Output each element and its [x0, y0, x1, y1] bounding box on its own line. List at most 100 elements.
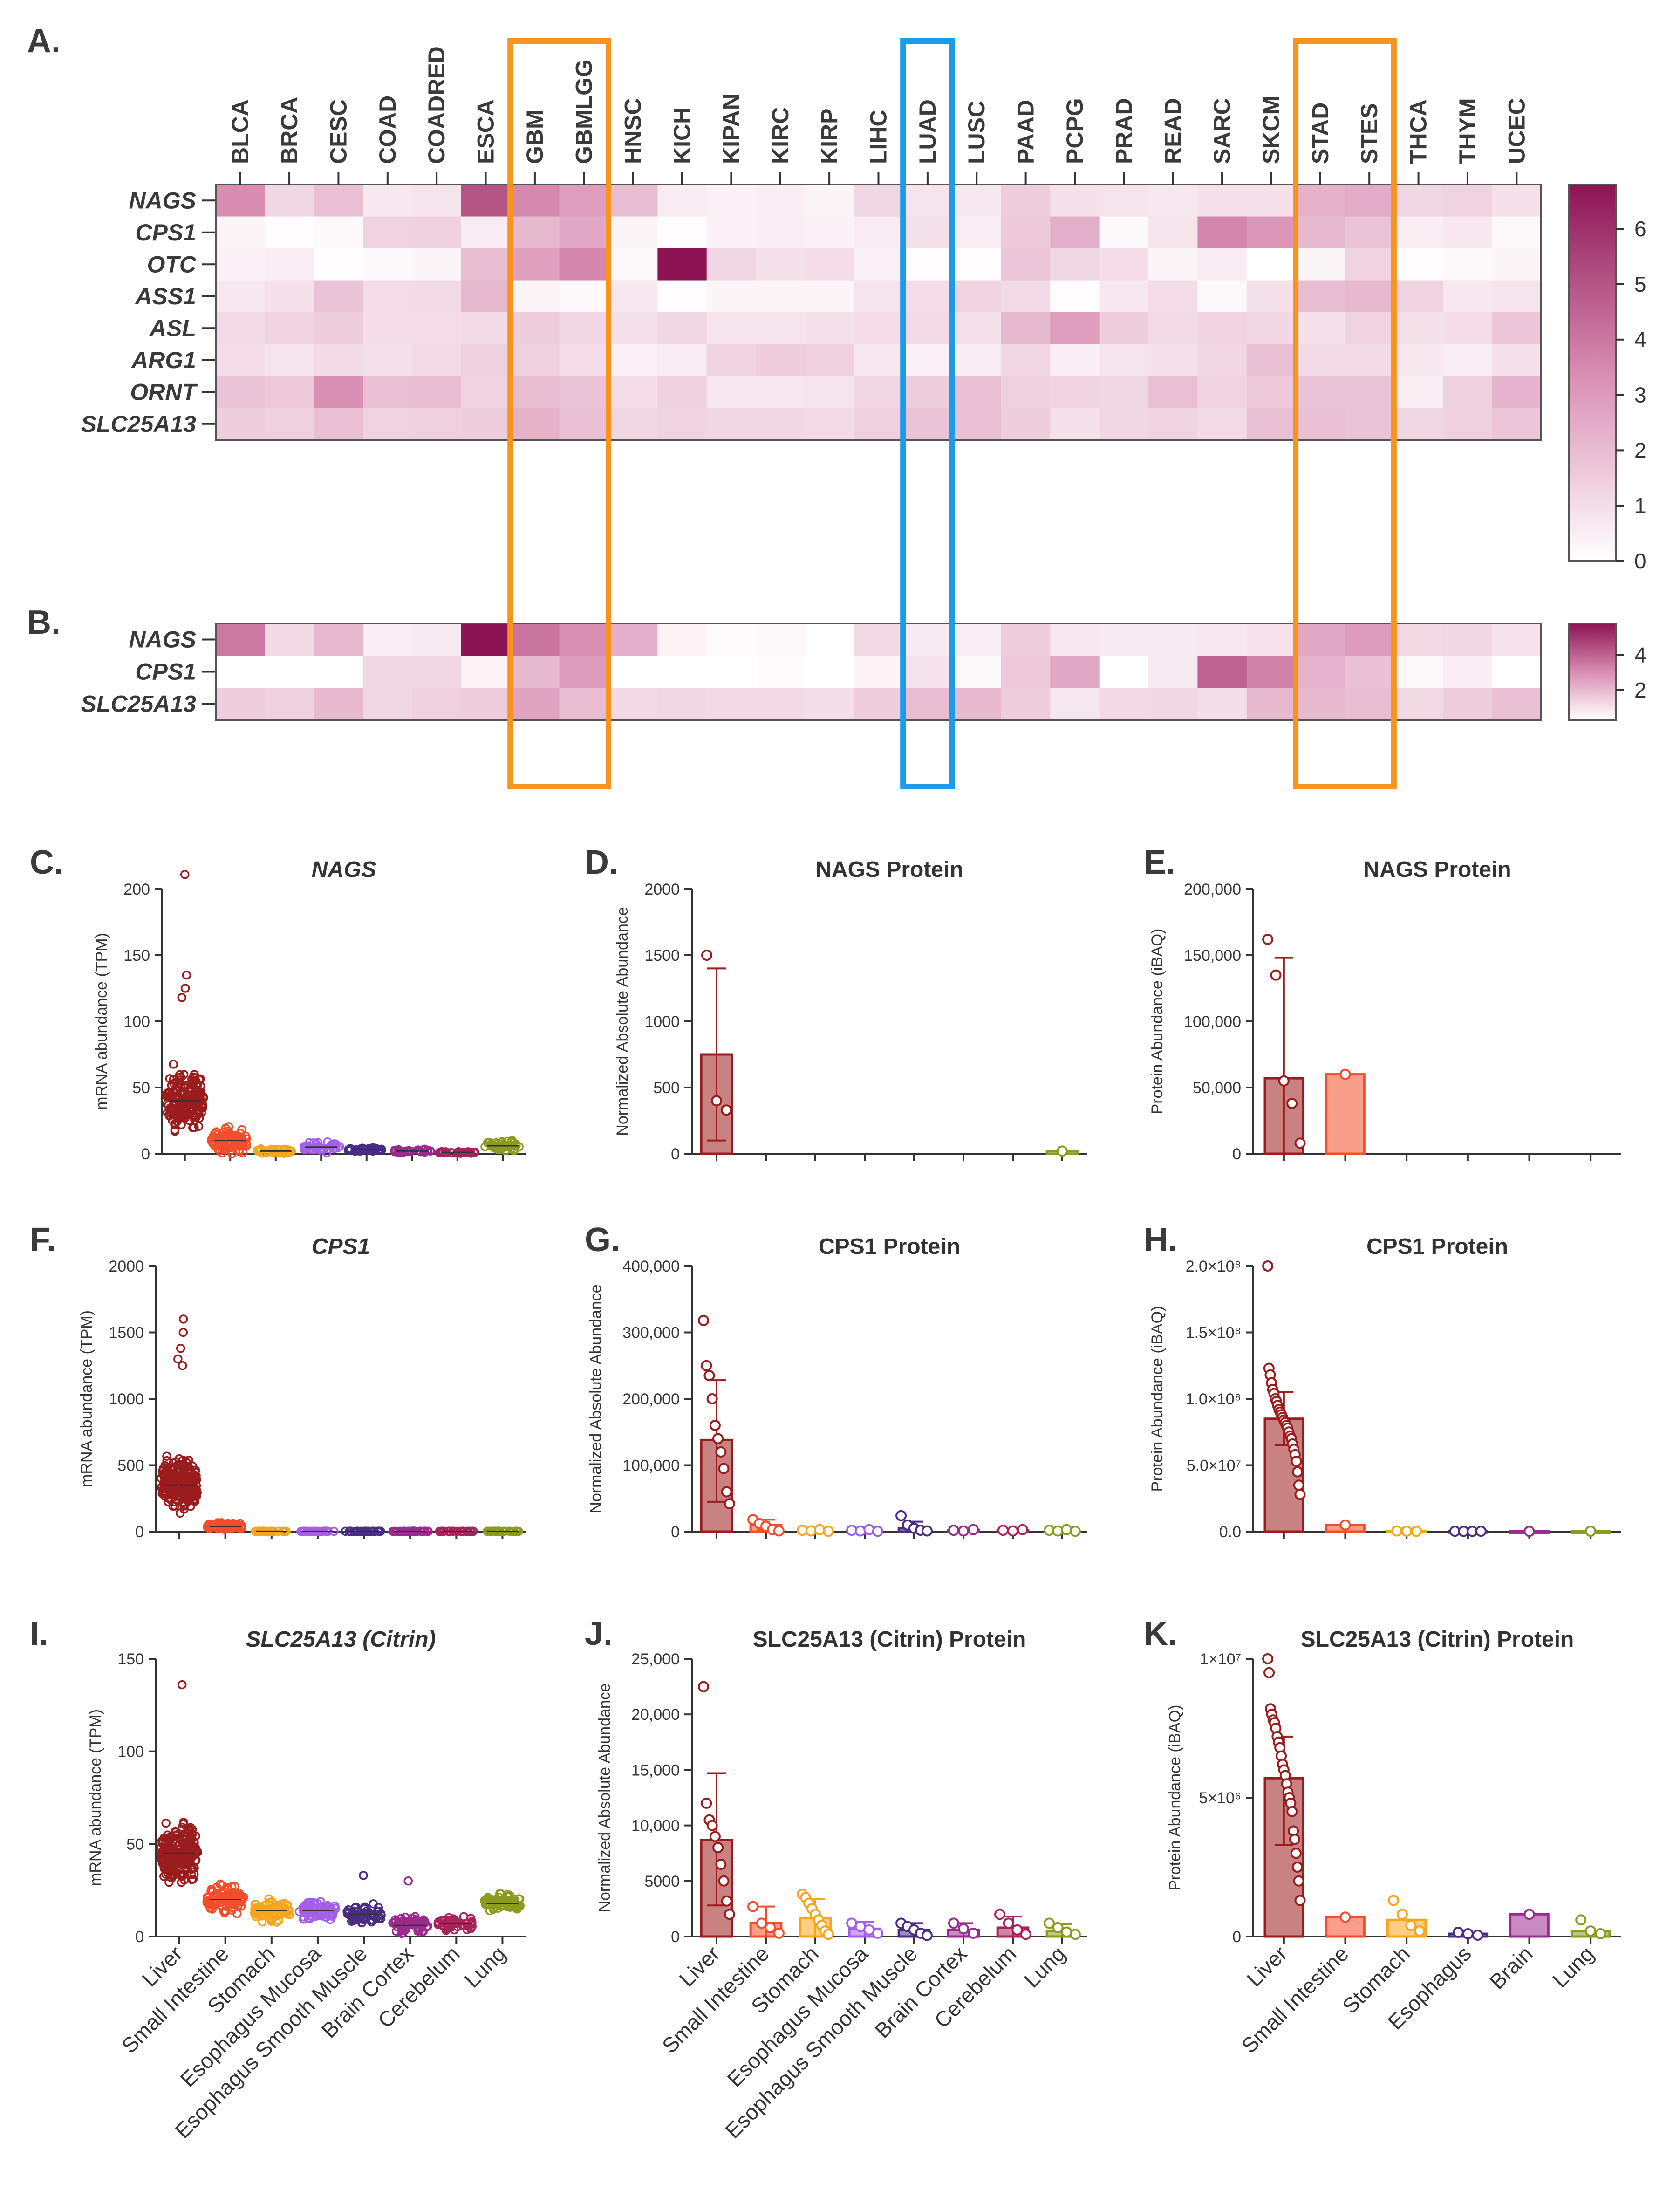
heatmap-cell	[314, 656, 363, 688]
data-point	[165, 1074, 175, 1083]
row-label-nags: NAGS	[129, 627, 196, 653]
heatmap-cell	[608, 408, 658, 440]
data-point	[1292, 1466, 1304, 1478]
row-label-cps1: CPS1	[135, 219, 196, 246]
heatmap-layer: A. NAGS CPS1 OTC ASS1 ASL ARG1 ORNT SLC25A13 B. NA…	[27, 22, 1646, 789]
data-point	[994, 1909, 1006, 1920]
heatmap-cell	[216, 185, 265, 217]
highlight-box-gbm	[507, 38, 611, 789]
heatmap-cell	[314, 216, 363, 249]
data-point	[1339, 1519, 1351, 1531]
heatmap-cell	[608, 344, 658, 376]
plot-title: NAGS Protein	[815, 857, 963, 882]
data-point	[187, 1847, 197, 1856]
colorbar-bar	[1568, 184, 1617, 562]
data-point	[1286, 1098, 1298, 1109]
heatmap-cell	[903, 312, 953, 345]
heatmap-cell	[706, 656, 756, 688]
data-point	[1007, 1525, 1018, 1537]
heatmap-cell	[1345, 185, 1394, 217]
heatmap-cell	[1345, 248, 1394, 281]
category-label-liver: Liver	[1242, 1941, 1292, 1991]
heatmap-cell	[559, 344, 609, 376]
column-label-prad: PRAD	[1111, 98, 1137, 164]
heatmap-cell	[1492, 688, 1542, 720]
heatmap-cell	[805, 312, 854, 345]
panel-letter-h: H.	[1144, 1221, 1177, 1259]
data-point	[175, 1088, 185, 1097]
data-point	[235, 1147, 244, 1157]
heatmap-cell	[1443, 656, 1493, 688]
data-point	[172, 1116, 182, 1126]
y-tick-label: 100	[123, 1013, 150, 1031]
heatmap-cell	[1246, 656, 1296, 688]
heatmap-cell	[756, 376, 806, 409]
heatmap-cell	[952, 656, 1002, 688]
heatmap-cell	[461, 344, 511, 376]
row-label-ass1: ASS1	[134, 283, 196, 309]
data-point	[1057, 1145, 1068, 1157]
data-point	[181, 1103, 191, 1113]
series-brain-cortex	[388, 1876, 432, 1938]
heatmap-cell	[1492, 344, 1542, 376]
heatmap-cell	[903, 185, 953, 217]
heatmap-cell	[1148, 185, 1198, 217]
data-point	[495, 1889, 505, 1898]
data-point	[458, 1920, 467, 1930]
heatmap-cell	[706, 376, 756, 409]
column-label-sarc: SARC	[1209, 98, 1235, 164]
heatmap-cell	[1345, 344, 1394, 376]
data-point	[1017, 1524, 1028, 1535]
data-point	[442, 1920, 452, 1929]
plot-title: CPS1	[312, 1234, 370, 1259]
data-point	[765, 1922, 776, 1933]
data-point	[948, 1525, 959, 1536]
data-point	[157, 1483, 166, 1492]
colorbar-tick-label: 1	[1634, 493, 1646, 518]
y-axis-label: Normalized Absolute Abundance	[614, 907, 631, 1136]
data-point	[698, 1681, 710, 1692]
heatmap-cell	[805, 376, 854, 409]
heatmap-cell	[1345, 376, 1394, 409]
heatmap-cell	[706, 688, 756, 720]
heatmap-cell	[1050, 688, 1100, 720]
heatmap-cell	[854, 280, 903, 313]
data-point	[218, 1881, 227, 1890]
heatmap-cell	[1246, 344, 1296, 376]
data-point	[1291, 1455, 1302, 1467]
heatmap-cell	[1099, 408, 1149, 440]
data-point	[217, 1901, 226, 1910]
data-point	[369, 1899, 378, 1909]
heatmap-cell	[854, 623, 903, 656]
heatmap-cell	[1050, 623, 1100, 656]
data-point	[224, 1126, 233, 1136]
heatmap-cell	[657, 216, 707, 249]
heatmap-cell	[265, 216, 314, 249]
y-tick-label: 1500	[644, 947, 680, 965]
heatmap-cell	[1148, 216, 1198, 249]
data-point	[1462, 1928, 1474, 1940]
data-point	[701, 1360, 712, 1371]
data-point	[233, 1523, 243, 1533]
data-point	[173, 1354, 183, 1364]
data-point	[162, 1451, 171, 1461]
heatmap-cell	[265, 656, 314, 688]
highlight-box-luad	[900, 38, 955, 789]
heatmap-cell	[265, 280, 314, 313]
heatmap-cell	[1296, 623, 1345, 656]
heatmap-cell	[1443, 688, 1493, 720]
data-point	[403, 1876, 413, 1886]
heatmap-cell	[1099, 376, 1149, 409]
column-label-blca: BLCA	[227, 99, 253, 164]
data-point	[701, 1797, 712, 1809]
y-tick-label: 0.0	[1219, 1523, 1241, 1541]
data-point	[1405, 1920, 1417, 1931]
data-point	[376, 1914, 385, 1923]
plot-title: CPS1 Protein	[1366, 1234, 1508, 1259]
series-cerebelum	[996, 1524, 1030, 1537]
heatmap-frame	[215, 623, 1542, 721]
data-point	[266, 1917, 276, 1926]
heatmap-cell	[706, 185, 756, 217]
heatmap-cell	[706, 280, 756, 313]
column-label-read: READ	[1160, 98, 1186, 164]
